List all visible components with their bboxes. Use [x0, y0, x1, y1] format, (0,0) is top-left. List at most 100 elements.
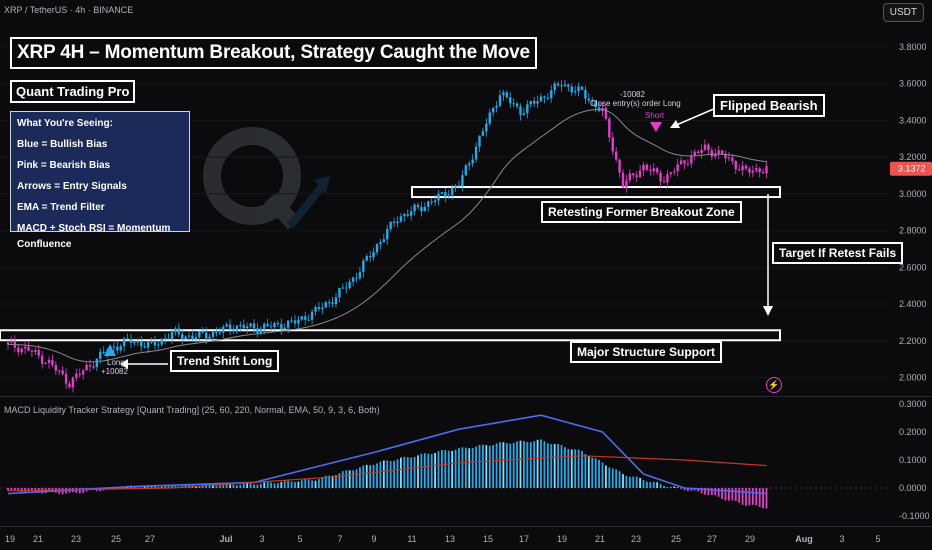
histogram-bar	[355, 469, 358, 488]
histogram-bar	[143, 486, 146, 488]
candle-body	[75, 373, 78, 378]
candle-body	[170, 332, 174, 340]
histogram-bar	[529, 442, 532, 488]
candle-body	[266, 323, 269, 327]
candle-body	[761, 172, 765, 174]
time-tick-label: 29	[745, 534, 755, 544]
candle-body	[720, 150, 724, 155]
histogram-bar	[300, 480, 303, 488]
candle-body	[222, 326, 225, 333]
histogram-bar	[345, 470, 348, 488]
histogram-bar	[290, 481, 293, 488]
quant-logo-watermark	[203, 127, 330, 230]
histogram-bar	[475, 446, 477, 488]
candle-body	[160, 338, 163, 345]
candle-body	[642, 164, 645, 171]
time-tick-label: 19	[557, 534, 567, 544]
candle-body	[512, 103, 515, 105]
histogram-bar	[707, 488, 710, 496]
histogram-bar	[171, 485, 173, 488]
histogram-bar	[256, 484, 259, 488]
histogram-bar	[560, 445, 563, 488]
candle-body	[430, 201, 433, 203]
time-tick-label: 23	[631, 534, 641, 544]
legend-line-heading: What You're Seeing:	[17, 118, 113, 129]
candle-body	[450, 187, 454, 196]
histogram-bar	[646, 481, 648, 488]
histogram-bar	[253, 484, 255, 488]
candle-body	[34, 350, 37, 352]
histogram-bar	[27, 488, 30, 492]
histogram-bar	[485, 445, 488, 488]
histogram-bar	[314, 480, 317, 488]
candle-body	[157, 344, 160, 346]
histogram-bar	[611, 468, 614, 488]
candle-body	[146, 341, 150, 348]
histogram-bar	[710, 488, 713, 496]
histogram-bar	[174, 486, 177, 488]
candle-body	[358, 272, 362, 279]
histogram-bar	[201, 485, 204, 488]
histogram-bar	[232, 484, 235, 488]
candle-body	[232, 329, 235, 331]
candle-body	[481, 131, 485, 136]
candle-body	[119, 346, 122, 351]
histogram-bar	[717, 488, 720, 497]
candle-body	[522, 113, 526, 116]
time-tick-label: 13	[445, 534, 455, 544]
candle-body	[249, 323, 252, 327]
candle-body	[191, 335, 194, 340]
candle-body	[710, 150, 714, 157]
histogram-bar	[755, 488, 758, 506]
candle-body	[515, 103, 519, 107]
candle-body	[163, 338, 167, 340]
candle-body	[519, 106, 522, 116]
candle-body	[95, 358, 99, 368]
histogram-bar	[13, 488, 16, 491]
candle-body	[215, 331, 218, 333]
currency-button[interactable]: USDT	[882, 3, 924, 22]
histogram-bar	[482, 444, 484, 488]
price-tick-label: 3.4000	[899, 115, 927, 125]
candle-body	[488, 112, 491, 124]
candle-body	[228, 324, 232, 330]
candle-body	[239, 324, 242, 326]
candle-body	[208, 336, 211, 339]
histogram-bar	[632, 476, 635, 488]
candle-body	[447, 195, 450, 197]
candle-body	[338, 287, 341, 298]
long-signal-arrow	[104, 344, 116, 356]
histogram-bar	[386, 460, 389, 488]
histogram-bar	[574, 449, 577, 488]
candle-body	[194, 337, 198, 340]
candle-body	[669, 172, 673, 175]
candle-body	[690, 155, 693, 164]
candle-body	[409, 211, 413, 216]
candle-body	[304, 316, 307, 320]
histogram-bar	[748, 488, 751, 506]
histogram-bar	[123, 487, 126, 489]
alert-icon[interactable]: ⚡	[766, 377, 782, 393]
candle-body	[167, 338, 170, 340]
histogram-bar	[635, 476, 638, 488]
histogram-bar	[526, 442, 529, 488]
histogram-bar	[728, 488, 730, 501]
candle-body	[580, 86, 584, 90]
candle-body	[198, 330, 201, 338]
histogram-bar	[505, 443, 508, 488]
candle-body	[327, 302, 331, 304]
macd-line	[7, 414, 767, 495]
candle-body	[85, 365, 88, 371]
short-signal-arrow	[650, 122, 662, 132]
histogram-bar	[352, 470, 354, 488]
candle-body	[427, 201, 430, 207]
histogram-bar	[550, 444, 553, 488]
candle-body	[392, 221, 396, 223]
histogram-bar	[724, 488, 727, 501]
candle-body	[307, 319, 310, 321]
histogram-bar	[458, 448, 460, 488]
histogram-bar	[454, 449, 457, 488]
histogram-bar	[362, 465, 365, 488]
histogram-bar	[553, 444, 556, 488]
